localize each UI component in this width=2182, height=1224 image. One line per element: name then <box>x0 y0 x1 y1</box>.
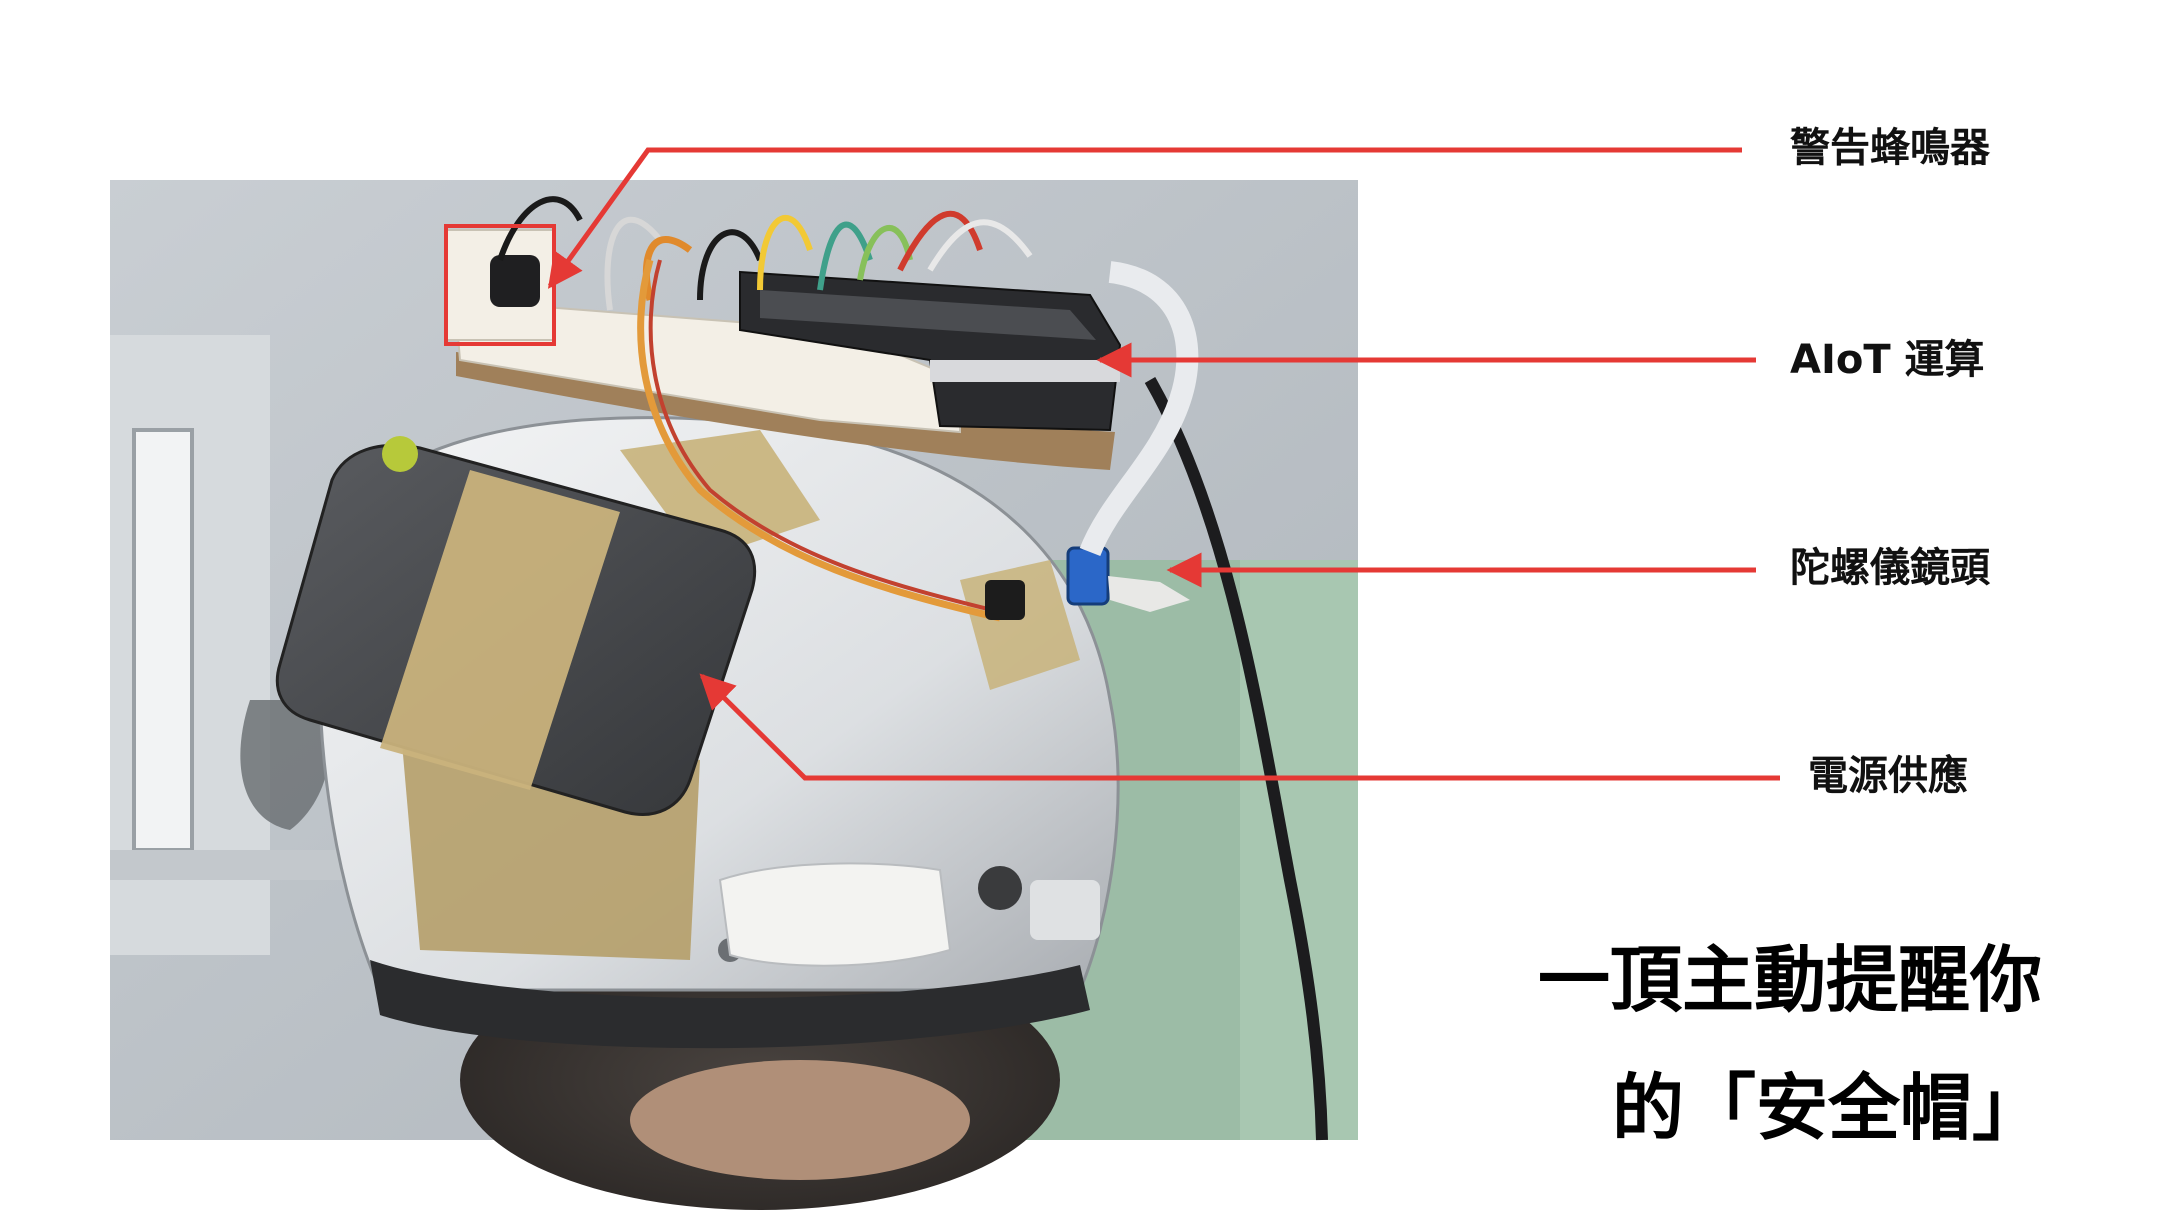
headline-line-1: 一頂主動提醒你 <box>1538 938 2043 1022</box>
label-gyro-camera: 陀螺儀鏡頭 <box>1790 545 1990 591</box>
arrow-power <box>699 673 1780 781</box>
label-power-supply: 電源供應 <box>1808 753 1968 799</box>
label-aiot: AIoT 運算 <box>1790 337 1985 383</box>
helmet-photo <box>110 180 1358 1210</box>
arrow-buzzer <box>547 147 1742 289</box>
label-buzzer: 警告蜂鳴器 <box>1790 125 1990 171</box>
headline-line-2: 的「安全帽」 <box>1612 1066 2045 1150</box>
